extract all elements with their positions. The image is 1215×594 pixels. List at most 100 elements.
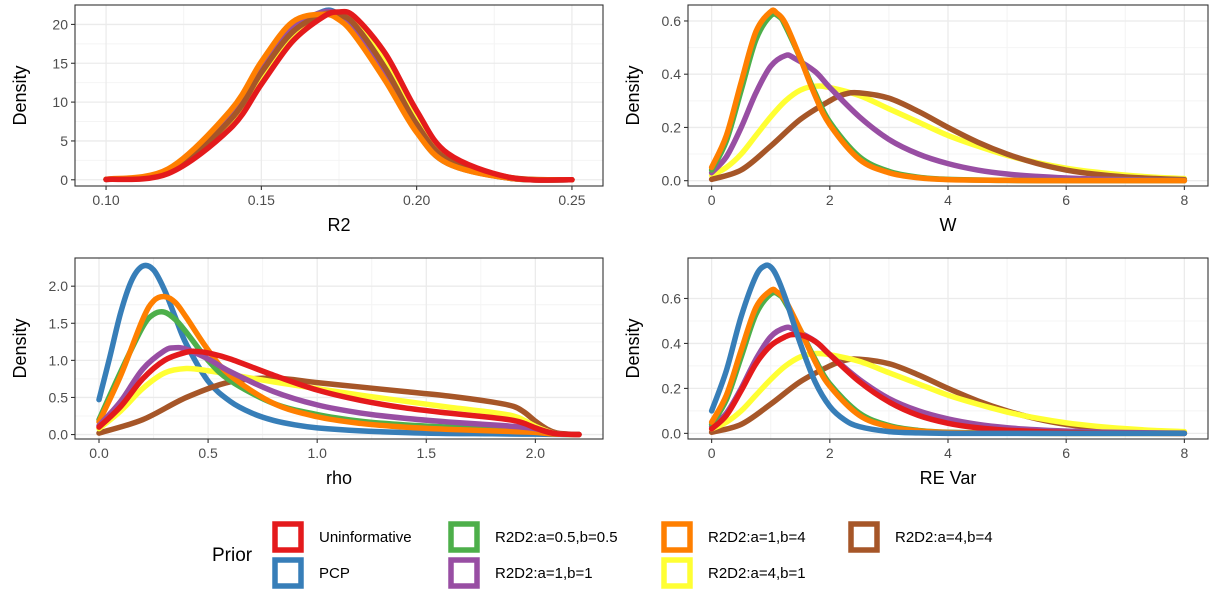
legend-item-r2d2-a-0-5-b-0-5: R2D2:a=0.5,b=0.5 (448, 521, 618, 553)
legend-item-r2d2-a-1-b-4: R2D2:a=1,b=4 (661, 521, 806, 553)
x-tick-label: 2 (826, 192, 834, 208)
legend-item-r2d2-a-4-b-1: R2D2:a=4,b=1 (661, 557, 806, 589)
series-lines (708, 262, 1188, 437)
legend-key (448, 521, 480, 553)
x-tick-label: 0.15 (248, 192, 275, 208)
legend-entries: Uninformative PCP R2D2:a=0.5,b=0.5 R2D2:a=1… (272, 521, 993, 589)
y-tick-label: 0.6 (662, 13, 682, 29)
x-tick-label: 4 (944, 445, 952, 461)
x-axis-title: R2 (327, 215, 350, 235)
y-axis-title: Density (623, 65, 643, 125)
series-lines (103, 7, 575, 183)
panel-border (74, 4, 604, 187)
minor-gridlines (75, 258, 603, 439)
legend-label: PCP (319, 565, 350, 582)
series-line-r2d2-a-4-b-1 (708, 350, 1188, 435)
y-tick-label: 15 (52, 55, 68, 71)
legend-label: R2D2:a=1,b=1 (495, 565, 593, 582)
panel-r2: 0.10 0.15 0.20 0.25 0 5 10 15 20 R2 Density (10, 4, 604, 235)
series-line-r2d2-a-1-b-4 (103, 11, 575, 183)
y-tick-label: 0.0 (662, 173, 682, 189)
x-tick-label: 6 (1062, 192, 1070, 208)
x-tick-label: 0.10 (92, 192, 119, 208)
axes: 0.0 0.5 1.0 1.5 2.0 0.0 0.5 1.0 1.5 2.0 rho Density (10, 278, 545, 488)
y-tick-label: 5 (60, 133, 68, 149)
series-line-r2d2-a-1-b-4 (708, 7, 1188, 184)
y-tick-label: 2.0 (49, 278, 69, 294)
x-tick-label: 0.20 (403, 192, 430, 208)
y-tick-label: 0.4 (662, 335, 682, 351)
minor-gridlines (75, 5, 603, 186)
series-line-uninformative (708, 331, 1188, 437)
x-tick-label: 4 (944, 192, 952, 208)
legend-title: Prior (212, 545, 253, 566)
panel-border (74, 257, 604, 440)
legend-key (848, 521, 880, 553)
series-line-pcp (96, 262, 582, 438)
panel-w: 0 2 4 6 8 0.0 0.2 0.4 0.6 W Density (623, 4, 1209, 235)
y-tick-label: 20 (52, 16, 68, 32)
x-tick-label: 2 (826, 445, 834, 461)
legend-label: R2D2:a=1,b=4 (708, 529, 806, 546)
y-tick-label: 0.2 (662, 380, 682, 396)
y-tick-label: 0 (60, 172, 68, 188)
axes: 0.10 0.15 0.20 0.25 0 5 10 15 20 R2 Density (10, 16, 586, 235)
x-tick-label: 0.0 (89, 445, 109, 461)
series-line-pcp (708, 262, 1188, 437)
y-tick-label: 0.5 (49, 389, 69, 405)
axes: 0 2 4 6 8 0.0 0.2 0.4 0.6 W Density (623, 13, 1188, 235)
legend: Prior Uninformative PCP R2D2:a=0.5,b=0.5 R2… (212, 521, 993, 589)
series-lines (96, 262, 582, 438)
legend-label: R2D2:a=4,b=4 (895, 529, 993, 546)
y-axis-title: Density (10, 318, 30, 378)
y-tick-label: 10 (52, 94, 68, 110)
x-tick-label: 1.5 (417, 445, 437, 461)
legend-key (272, 557, 304, 589)
legend-key (661, 557, 693, 589)
legend-item-uninformative: Uninformative (272, 521, 412, 553)
x-tick-label: 8 (1180, 192, 1188, 208)
series-line-r2d2-a-4-b-4 (96, 375, 582, 438)
legend-key (448, 557, 480, 589)
legend-item-r2d2-a-4-b-4: R2D2:a=4,b=4 (848, 521, 993, 553)
x-tick-label: 6 (1062, 445, 1070, 461)
legend-item-r2d2-a-1-b-1: R2D2:a=1,b=1 (448, 557, 593, 589)
legend-item-pcp: PCP (272, 557, 350, 589)
axes: 0 2 4 6 8 0.0 0.2 0.4 0.6 RE Var Density (623, 290, 1188, 488)
x-axis-title: RE Var (920, 468, 977, 488)
x-tick-label: 0.5 (198, 445, 218, 461)
y-tick-label: 1.5 (49, 315, 69, 331)
x-tick-label: 0.25 (558, 192, 585, 208)
y-tick-label: 0.6 (662, 290, 682, 306)
panel-re-var: 0 2 4 6 8 0.0 0.2 0.4 0.6 RE Var Density (623, 257, 1209, 488)
series-lines (708, 7, 1188, 184)
legend-label: Uninformative (319, 529, 412, 546)
legend-key (661, 521, 693, 553)
x-tick-label: 2.0 (526, 445, 546, 461)
y-tick-label: 0.0 (662, 425, 682, 441)
legend-label: R2D2:a=4,b=1 (708, 565, 806, 582)
series-line-r2d2-a-4-b-4 (103, 10, 575, 183)
panel-rho: 0.0 0.5 1.0 1.5 2.0 0.0 0.5 1.0 1.5 2.0 rho Density (10, 257, 604, 488)
legend-key (272, 521, 304, 553)
x-tick-label: 1.0 (307, 445, 327, 461)
series-line-uninformative (103, 8, 575, 183)
series-line-r2d2-a-1-b-4 (96, 293, 582, 438)
series-line-r2d2-a-4-b-4 (708, 89, 1188, 183)
y-axis-title: Density (623, 318, 643, 378)
x-axis-title: rho (326, 468, 352, 488)
x-axis-title: W (940, 215, 957, 235)
y-tick-label: 0.0 (49, 427, 69, 443)
x-tick-label: 8 (1180, 445, 1188, 461)
x-tick-label: 0 (708, 192, 716, 208)
x-tick-label: 0 (708, 445, 716, 461)
y-axis-title: Density (10, 65, 30, 125)
y-tick-label: 0.4 (662, 66, 682, 82)
series-line-uninformative (96, 348, 582, 438)
y-tick-label: 0.2 (662, 119, 682, 135)
legend-label: R2D2:a=0.5,b=0.5 (495, 529, 618, 546)
y-tick-label: 1.0 (49, 352, 69, 368)
